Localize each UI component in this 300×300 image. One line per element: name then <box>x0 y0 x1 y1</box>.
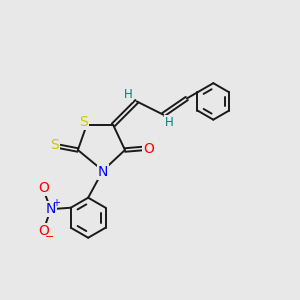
Text: −: − <box>44 232 54 242</box>
Text: O: O <box>39 224 50 238</box>
Text: +: + <box>52 198 60 208</box>
Text: S: S <box>50 138 59 152</box>
Text: N: N <box>46 202 56 216</box>
Text: O: O <box>143 142 154 155</box>
Text: O: O <box>38 181 49 195</box>
Text: N: N <box>98 165 108 179</box>
Text: H: H <box>124 88 132 101</box>
Text: H: H <box>165 116 174 129</box>
Text: S: S <box>79 115 88 129</box>
